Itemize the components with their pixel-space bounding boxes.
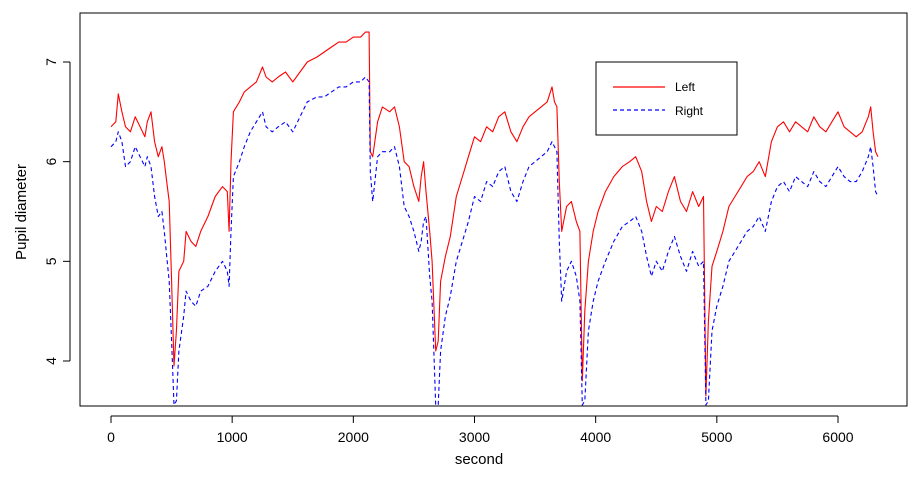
x-tick-label-2000: 2000 bbox=[338, 429, 369, 445]
legend-right-label: Right bbox=[675, 104, 704, 118]
series-layer bbox=[110, 31, 879, 406]
legend-box bbox=[595, 61, 738, 136]
series-line-left bbox=[110, 31, 879, 397]
y-axis-title: Pupil diameter bbox=[13, 164, 30, 260]
legend-left-label: Left bbox=[675, 80, 696, 94]
y-tick-label-4: 4 bbox=[43, 357, 59, 365]
y-tick-label-5: 5 bbox=[43, 257, 59, 265]
x-tick-label-4000: 4000 bbox=[580, 429, 611, 445]
x-tick-label-6000: 6000 bbox=[822, 429, 853, 445]
x-tick-label-3000: 3000 bbox=[459, 429, 490, 445]
x-axis-title: second bbox=[455, 451, 503, 468]
y-tick-label-7: 7 bbox=[43, 58, 59, 66]
series-line-right bbox=[110, 76, 879, 406]
plot-frame bbox=[79, 12, 908, 407]
y-axis: 4 5 6 7 bbox=[43, 58, 71, 365]
legend: Left Right bbox=[595, 61, 738, 136]
x-tick-label-0: 0 bbox=[107, 429, 115, 445]
x-tick-label-5000: 5000 bbox=[701, 429, 732, 445]
x-tick-label-1000: 1000 bbox=[217, 429, 248, 445]
y-tick-label-6: 6 bbox=[43, 158, 59, 166]
x-axis: 0 1000 2000 3000 4000 5000 6000 bbox=[107, 415, 854, 445]
